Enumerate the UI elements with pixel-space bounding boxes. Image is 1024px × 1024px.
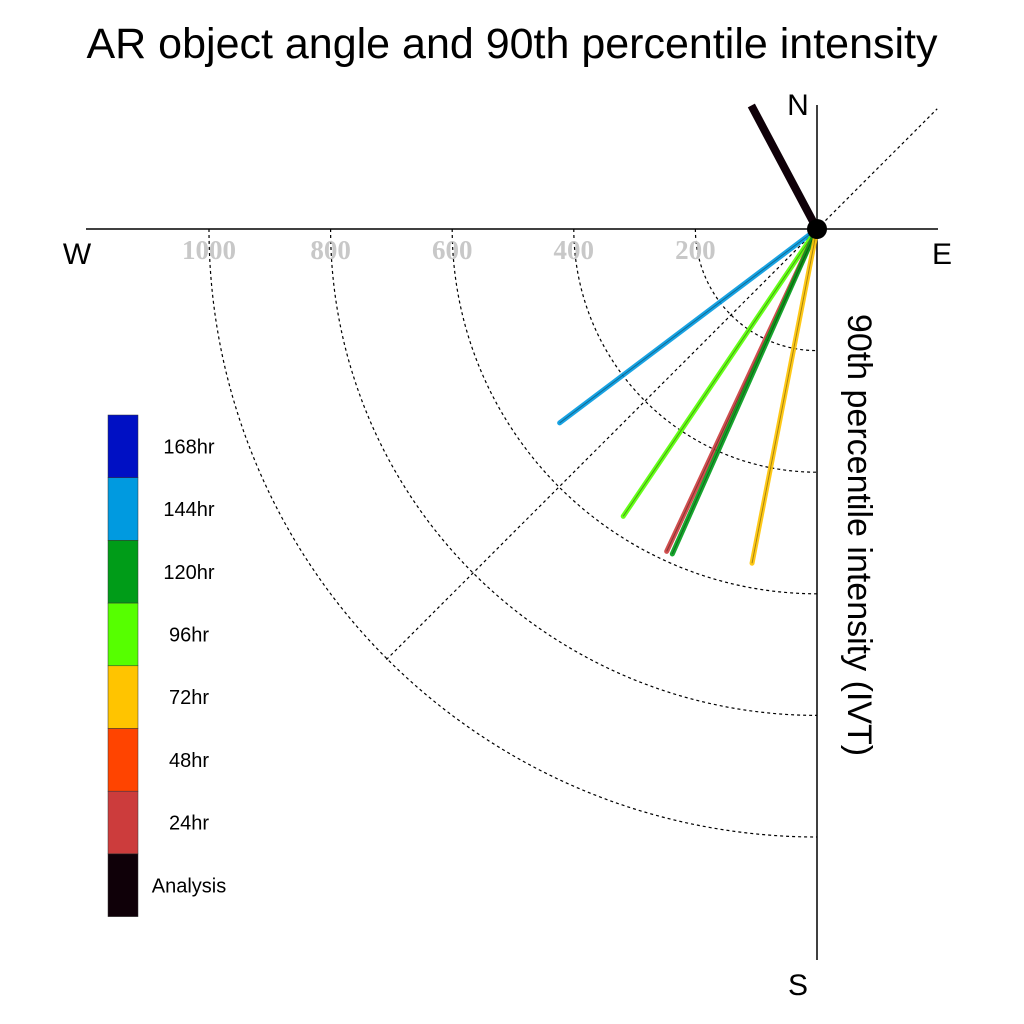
legend-label-168hr: 168hr	[163, 436, 214, 458]
legend: 168hr 144hr 120hr 96hr 72hr 48hr 24hr Analysis	[108, 415, 226, 917]
grid-ring-2	[574, 229, 817, 472]
legend-swatch-48hr	[108, 729, 138, 792]
diagonal-guide-225	[386, 229, 817, 660]
legend-swatch-72hr	[108, 666, 138, 729]
vector-series	[560, 106, 827, 564]
vector-analysis	[751, 106, 817, 229]
legend-label-72hr: 72hr	[169, 687, 209, 709]
diagonal-guide-45	[817, 109, 937, 229]
polar-grid	[209, 109, 937, 837]
legend-swatch-analysis	[108, 854, 138, 917]
legend-label-analysis: Analysis	[152, 875, 226, 897]
ring-label-400: 400	[554, 235, 595, 265]
legend-label-24hr: 24hr	[169, 813, 209, 835]
chart-title: AR object angle and 90th percentile inte…	[87, 20, 938, 68]
legend-swatch-96hr	[108, 603, 138, 666]
legend-label-144hr: 144hr	[163, 499, 214, 521]
compass-north-label: N	[787, 89, 809, 122]
vector-120hr	[672, 229, 817, 554]
compass-south-label: S	[788, 969, 808, 1002]
ring-label-600: 600	[432, 235, 473, 265]
legend-swatch-144hr	[108, 478, 138, 541]
ring-label-800: 800	[310, 235, 351, 265]
legend-swatch-168hr	[108, 415, 138, 478]
compass-west-label: W	[63, 238, 92, 271]
compass-east-label: E	[932, 238, 952, 271]
radial-axis-title: 90th percentile intensity (IVT)	[840, 314, 878, 756]
legend-swatch-120hr	[108, 540, 138, 603]
legend-label-48hr: 48hr	[169, 750, 209, 772]
legend-swatch-24hr	[108, 791, 138, 854]
vector-120hr-core	[672, 229, 817, 554]
ring-label-1000: 1000	[182, 235, 236, 265]
legend-label-120hr: 120hr	[163, 562, 214, 584]
polar-chart: AR object angle and 90th percentile inte…	[0, 0, 1024, 1024]
legend-label-96hr: 96hr	[169, 624, 209, 646]
ring-label-200: 200	[675, 235, 716, 265]
ring-labels: 200 400 600 800 1000	[182, 235, 716, 265]
origin-dot	[807, 219, 827, 239]
